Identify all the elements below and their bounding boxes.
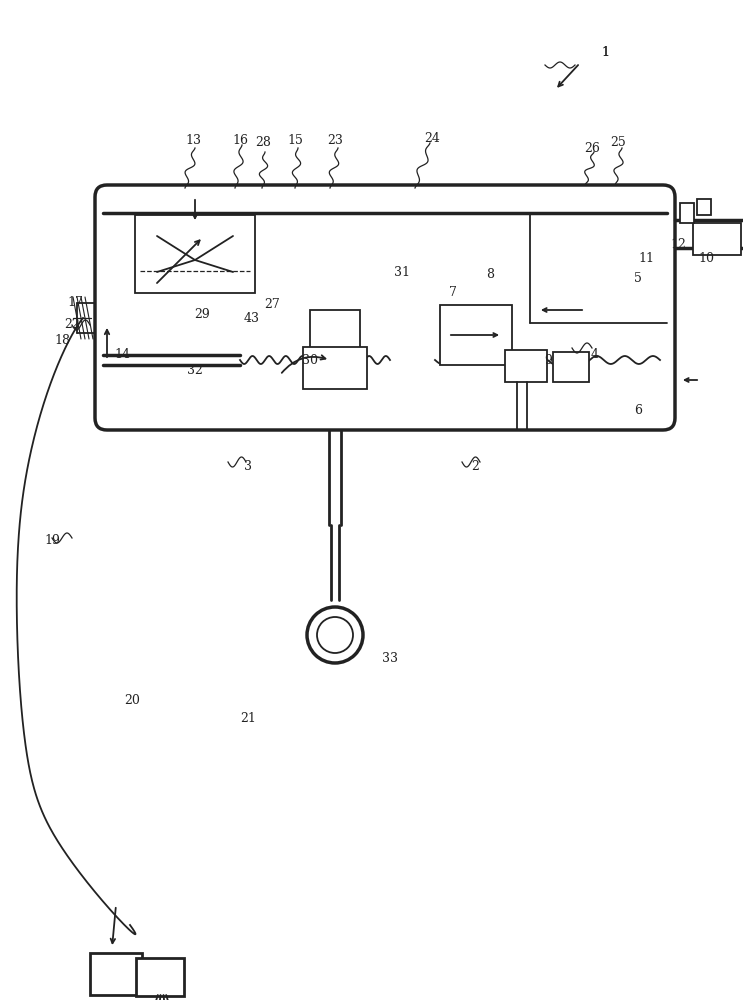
Text: 4: 4 [591,349,599,361]
Text: 16: 16 [232,133,248,146]
Text: 10: 10 [698,251,714,264]
Text: 18: 18 [54,334,70,347]
Text: 2: 2 [471,460,479,474]
Text: 8: 8 [486,268,494,282]
Bar [310,310,360,350]
Text: 19: 19 [44,534,60,546]
Text: 11: 11 [638,251,654,264]
Text: 20: 20 [124,694,140,706]
Text: 22: 22 [64,318,80,332]
Bar [440,305,512,365]
Text: 21: 21 [240,712,256,724]
Text: 9: 9 [544,354,552,366]
Text: 29: 29 [194,308,210,322]
Text: 6: 6 [634,403,642,416]
Text: 14: 14 [114,349,130,361]
Bar [693,223,741,255]
Text: 5: 5 [634,271,642,284]
Text: 15: 15 [287,133,303,146]
Text: 1: 1 [601,45,609,58]
Bar [135,215,255,293]
Text: 33: 33 [382,652,398,664]
Text: 25: 25 [610,135,626,148]
Text: 23: 23 [327,133,343,146]
Bar [136,958,184,996]
Text: 32: 32 [187,363,203,376]
Text: 12: 12 [670,238,686,251]
Text: 24: 24 [424,131,440,144]
FancyBboxPatch shape [95,185,675,430]
Text: 43: 43 [244,312,260,324]
Text: 7: 7 [449,286,457,298]
Bar [697,199,711,215]
Text: 17: 17 [67,296,83,308]
Text: 13: 13 [185,133,201,146]
Text: 27: 27 [264,298,280,312]
Bar [90,953,142,995]
Text: 28: 28 [255,135,271,148]
Bar [553,352,589,382]
Text: 31: 31 [394,265,410,278]
Text: 30: 30 [302,354,318,366]
Bar [680,203,694,223]
Bar [505,350,547,382]
Text: 26: 26 [584,141,600,154]
Text: 3: 3 [244,460,252,474]
Text: 1: 1 [601,45,609,58]
Bar [303,347,367,389]
